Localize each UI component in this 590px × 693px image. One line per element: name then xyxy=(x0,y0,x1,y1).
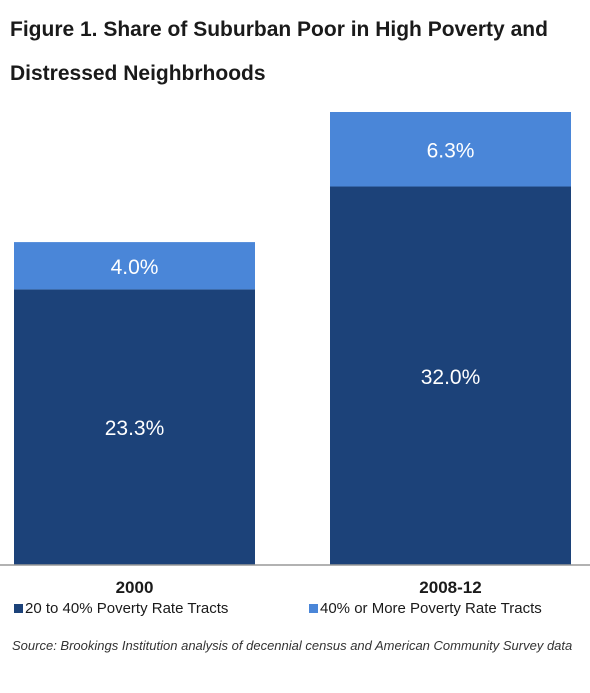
x-tick-labels-layer: 2000 2008-12 xyxy=(116,578,482,597)
legend-item-series-1: 20 to 40% Poverty Rate Tracts xyxy=(14,600,228,617)
data-label-2008-12-series-2: 6.3% xyxy=(427,139,475,162)
bar-segment-2000-series-2 xyxy=(14,242,255,290)
bars-layer xyxy=(14,112,571,566)
x-tick-label-2000: 2000 xyxy=(116,578,154,597)
data-label-2000-series-1: 23.3% xyxy=(105,417,165,440)
data-label-2008-12-series-1: 32.0% xyxy=(421,366,481,389)
data-labels-layer: 23.3% 4.0% 32.0% 6.3% xyxy=(105,139,481,440)
source-note: Source: Brookings Institution analysis o… xyxy=(12,638,573,653)
chart-title: Figure 1. Share of Suburban Poor in High… xyxy=(10,18,548,85)
legend-swatch-series-1 xyxy=(14,604,23,613)
bar-segment-2008-12-series-1 xyxy=(330,186,571,566)
legend: 20 to 40% Poverty Rate Tracts 40% or Mor… xyxy=(10,600,585,622)
legend-label-series-1: 20 to 40% Poverty Rate Tracts xyxy=(25,600,229,617)
legend-swatch-series-2 xyxy=(309,604,318,613)
x-tick-label-2008-12: 2008-12 xyxy=(419,578,481,597)
bar-segment-2008-12-series-2 xyxy=(330,112,571,187)
data-label-2000-series-2: 4.0% xyxy=(111,256,159,279)
legend-item-series-2: 40% or More Poverty Rate Tracts xyxy=(309,600,542,617)
bar-segment-2000-series-1 xyxy=(14,289,255,565)
legend-label-series-2: 40% or More Poverty Rate Tracts xyxy=(320,600,542,617)
